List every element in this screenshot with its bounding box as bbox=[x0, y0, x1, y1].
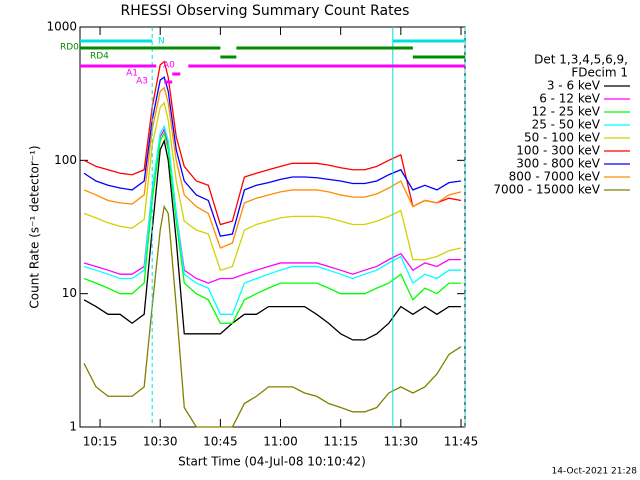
legend-label: 100 - 300 keV bbox=[516, 144, 600, 158]
flag-label: A1 bbox=[126, 69, 138, 79]
y-tick-label: 1000 bbox=[46, 20, 77, 34]
flag-label: RD4 bbox=[90, 52, 109, 62]
x-tick-label: 10:45 bbox=[203, 435, 238, 449]
legend-label: 12 - 25 keV bbox=[532, 105, 601, 119]
footer: 14-Oct-2021 21:28 bbox=[552, 467, 638, 477]
legend-label: 7000 - 15000 keV bbox=[493, 183, 600, 197]
x-tick-label: 11:15 bbox=[323, 435, 358, 449]
flag-label: N bbox=[158, 37, 165, 47]
legend-label: 6 - 12 keV bbox=[539, 92, 601, 106]
y-axis-label: Count Rate (s⁻¹ detector⁻¹) bbox=[28, 145, 42, 308]
x-tick-label: 11:30 bbox=[384, 435, 419, 449]
legend-title: Det 1,3,4,5,6,9, bbox=[534, 53, 628, 67]
legend-title: FDecim 1 bbox=[571, 66, 628, 80]
x-tick-label: 11:45 bbox=[444, 435, 479, 449]
y-tick-label: 100 bbox=[54, 153, 77, 167]
legend-label: 300 - 800 keV bbox=[516, 157, 600, 171]
chart-title: RHESSI Observing Summary Count Rates bbox=[121, 3, 410, 19]
legend-label: 25 - 50 keV bbox=[532, 118, 601, 132]
y-tick-label: 1 bbox=[69, 420, 77, 434]
x-tick-label: 11:00 bbox=[263, 435, 298, 449]
flag-label: A3 bbox=[136, 77, 148, 87]
flag-label: A0 bbox=[163, 61, 175, 71]
y-tick-label: 10 bbox=[62, 286, 77, 300]
legend-label: 50 - 100 keV bbox=[524, 131, 601, 145]
x-tick-label: 10:30 bbox=[143, 435, 178, 449]
x-axis-label: Start Time (04-Jul-08 10:10:42) bbox=[178, 455, 366, 469]
x-tick-label: 10:15 bbox=[83, 435, 118, 449]
legend-label: 3 - 6 keV bbox=[547, 79, 601, 93]
legend-label: 800 - 7000 keV bbox=[509, 170, 601, 184]
flag-label: RD0 bbox=[60, 43, 79, 53]
